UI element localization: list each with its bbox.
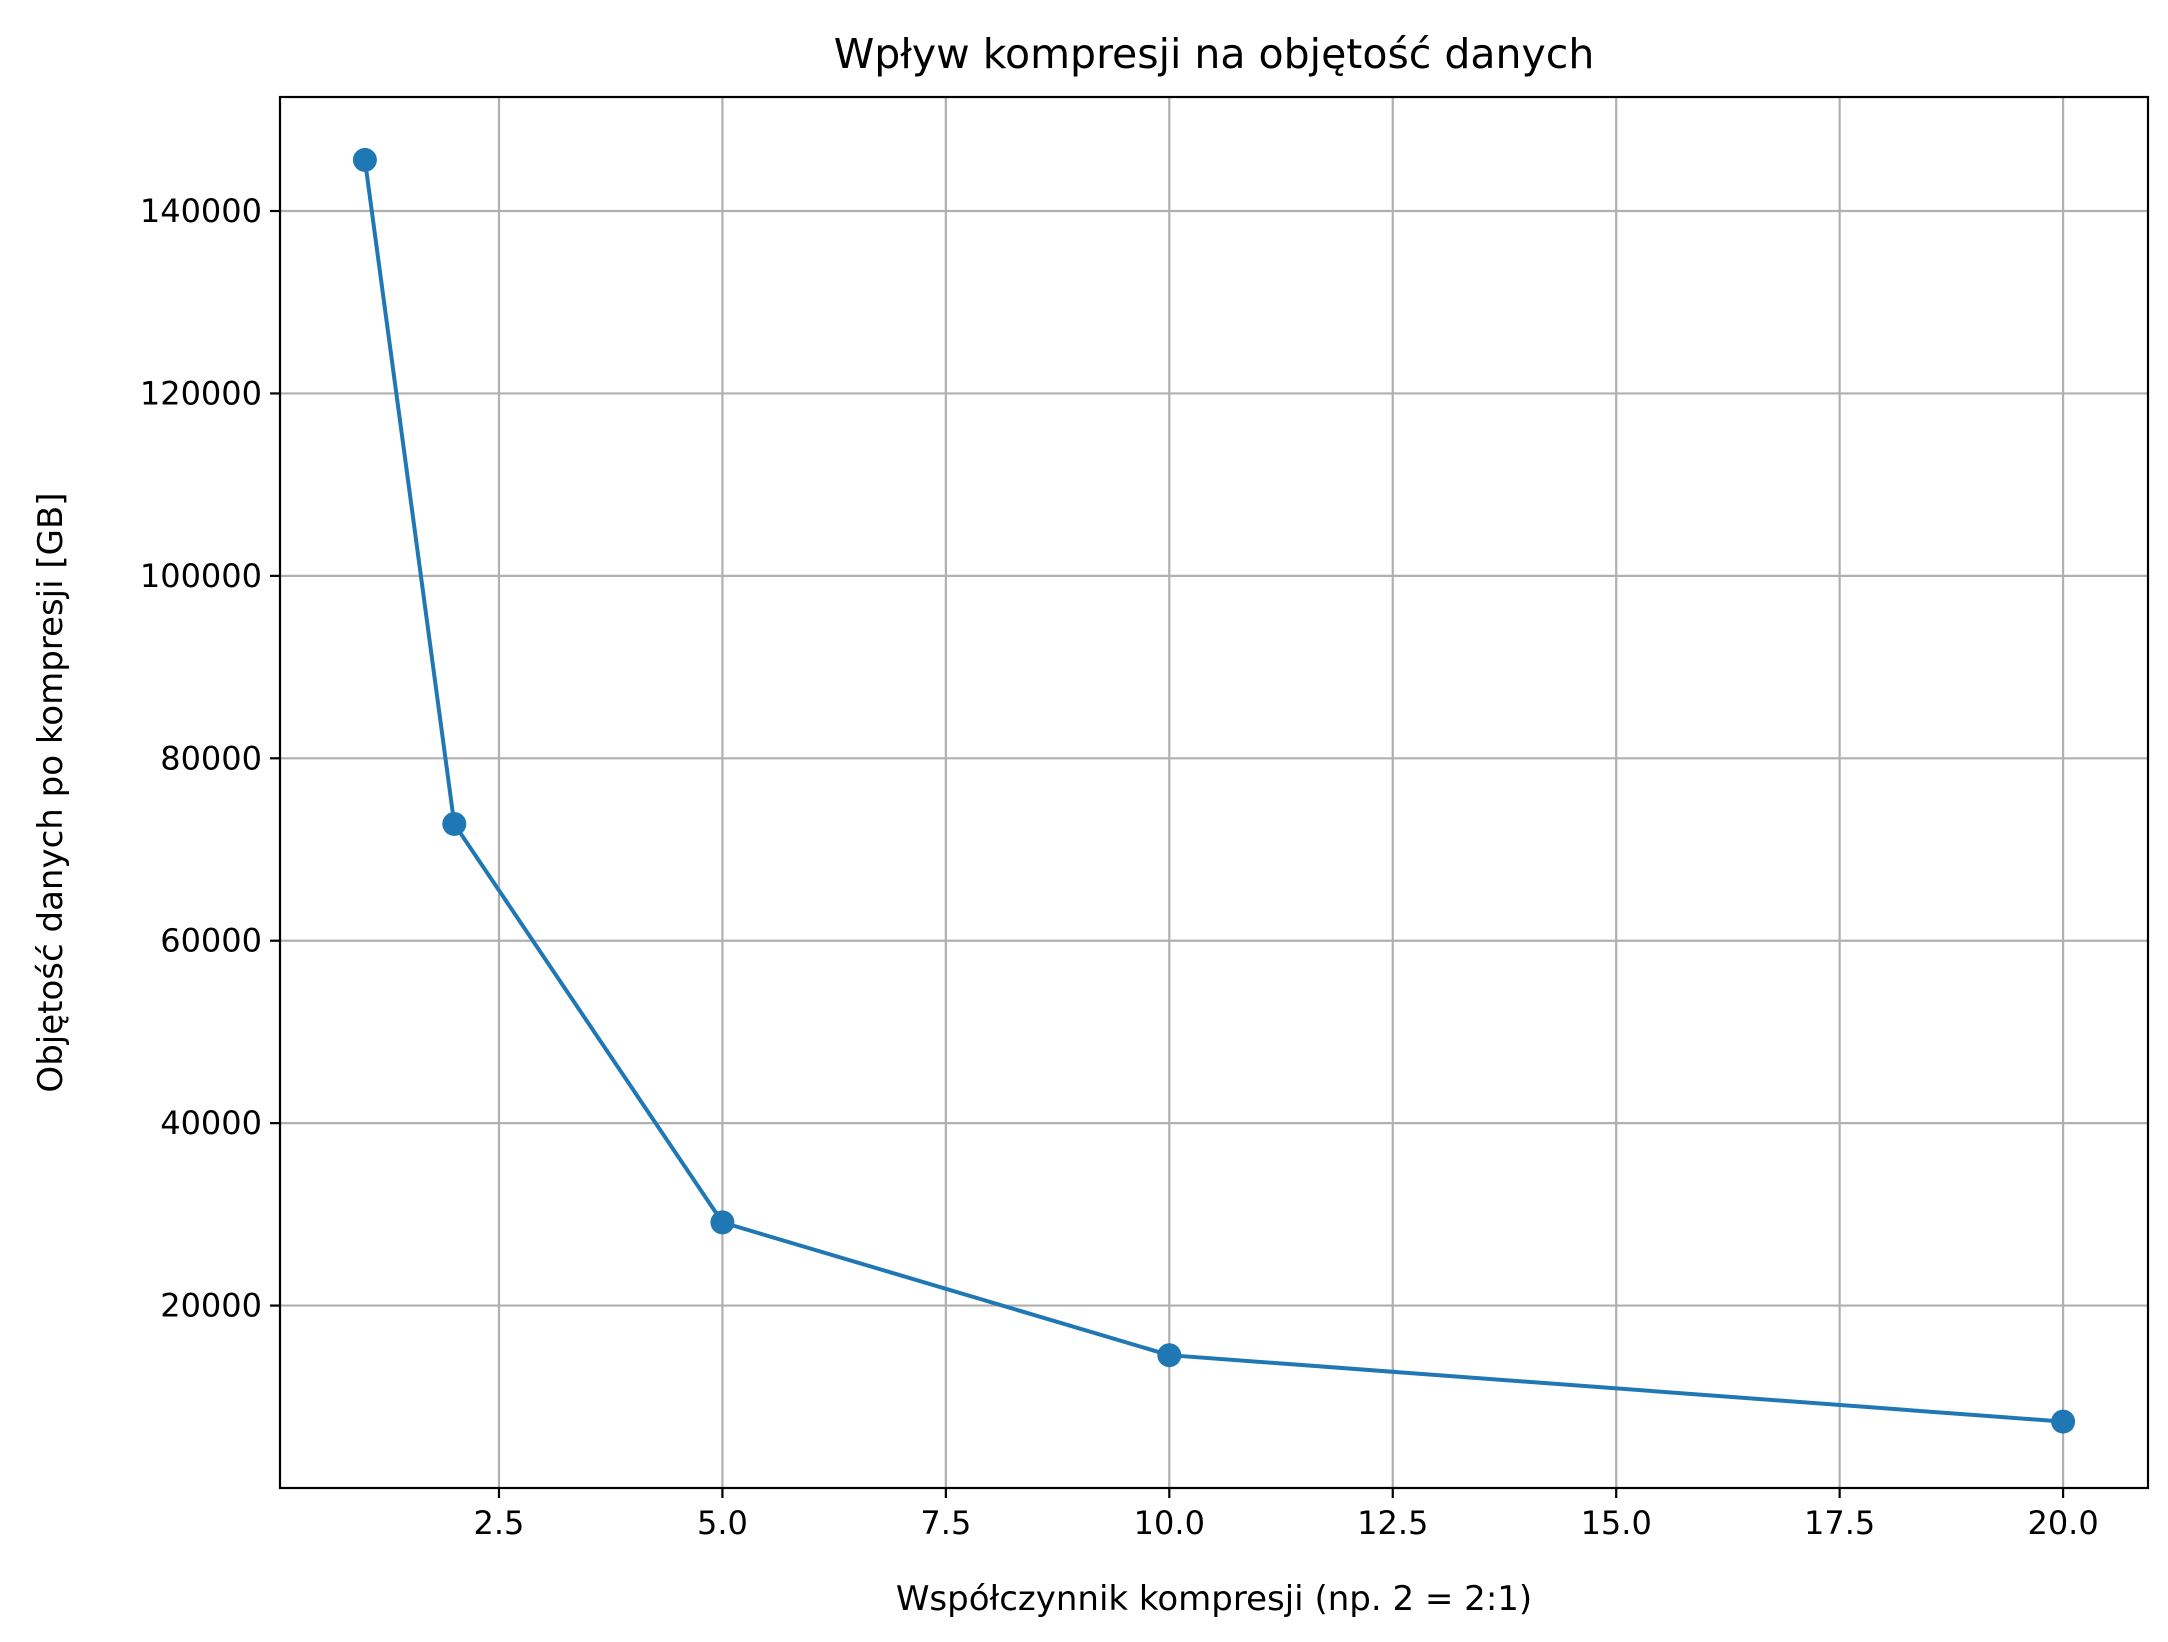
x-tick-label: 7.5 [920,1504,971,1542]
y-tick-label: 80000 [160,739,262,777]
plot-area-frame [278,95,2150,1490]
grid [280,97,2148,1488]
x-tick-label: 2.5 [474,1504,525,1542]
x-tick-label: 5.0 [697,1504,748,1542]
x-tick-label: 10.0 [1134,1504,1205,1542]
x-tick-label: 15.0 [1581,1504,1652,1542]
data-point [442,811,467,836]
data-point [710,1210,735,1235]
x-tick-label: 20.0 [2027,1504,2098,1542]
chart-title: Wpływ kompresji na objętość danych [834,30,1595,78]
data-point [1157,1343,1182,1368]
y-tick-label: 140000 [140,192,262,230]
data-point [2051,1409,2076,1434]
y-tick-label: 60000 [160,922,262,960]
y-tick-label: 120000 [140,374,262,412]
y-tick-label: 40000 [160,1104,262,1142]
data-point [352,147,377,172]
x-tick-label: 12.5 [1357,1504,1428,1542]
y-axis-label: Objętość danych po kompresji [GB] [31,492,71,1092]
y-tick-label: 20000 [160,1287,262,1325]
x-tick-label: 17.5 [1804,1504,1875,1542]
x-axis-label: Współczynnik kompresji (np. 2 = 2:1) [896,1579,1532,1619]
ticks: 2.5 5.0 7.5 10.0 12.5 15.0 17.5 20.0 20000 40000 6… [140,192,2099,1542]
y-tick-label: 100000 [140,557,262,595]
series-layer [352,147,2076,1434]
